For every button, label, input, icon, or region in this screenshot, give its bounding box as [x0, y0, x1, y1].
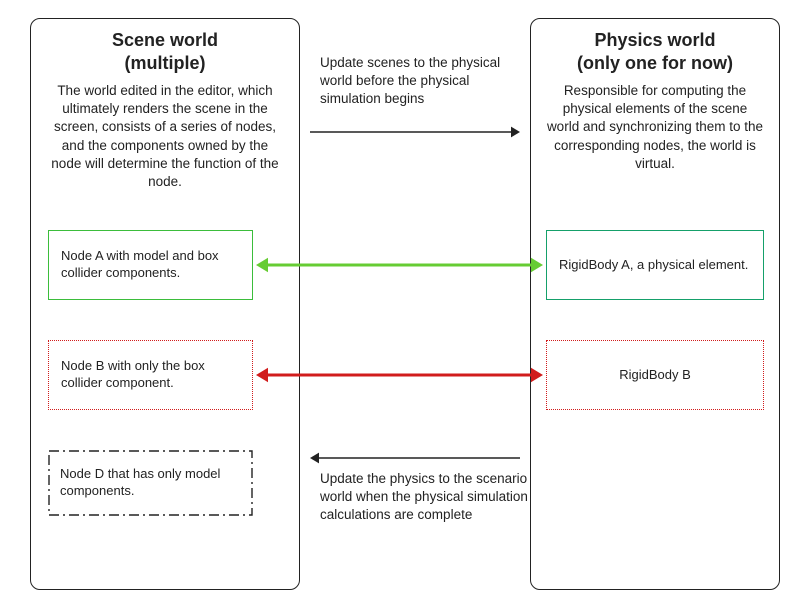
physics-world-desc: Responsible for computing the physical e…: [545, 82, 765, 173]
node-d-box: Node D that has only model components.: [48, 450, 253, 516]
scene-world-title: Scene world (multiple): [45, 29, 285, 74]
annotation-update-scenes: Update scenes to the physical world befo…: [320, 54, 520, 109]
annotation-update-physics: Update the physics to the scenario world…: [320, 470, 530, 525]
physics-world-title-line1: Physics world: [594, 30, 715, 50]
rigidbody-b-box: RigidBody B: [546, 340, 764, 410]
scene-world-title-line1: Scene world: [112, 30, 218, 50]
rigidbody-a-box: RigidBody A, a physical element.: [546, 230, 764, 300]
scene-world-title-line2: (multiple): [125, 53, 206, 73]
diagram-canvas: Scene world (multiple) The world edited …: [0, 0, 799, 606]
node-b-box: Node B with only the box collider compon…: [48, 340, 253, 410]
node-d-label: Node D that has only model components.: [60, 466, 241, 500]
physics-world-panel: Physics world (only one for now) Respons…: [530, 18, 780, 590]
node-b-label: Node B with only the box collider compon…: [61, 358, 240, 392]
rigidbody-a-label: RigidBody A, a physical element.: [559, 257, 748, 274]
node-a-box: Node A with model and box collider compo…: [48, 230, 253, 300]
scene-world-desc: The world edited in the editor, which ul…: [45, 82, 285, 191]
physics-world-title: Physics world (only one for now): [545, 29, 765, 74]
rigidbody-b-label: RigidBody B: [619, 367, 691, 384]
node-a-label: Node A with model and box collider compo…: [61, 248, 240, 282]
physics-world-title-line2: (only one for now): [577, 53, 733, 73]
